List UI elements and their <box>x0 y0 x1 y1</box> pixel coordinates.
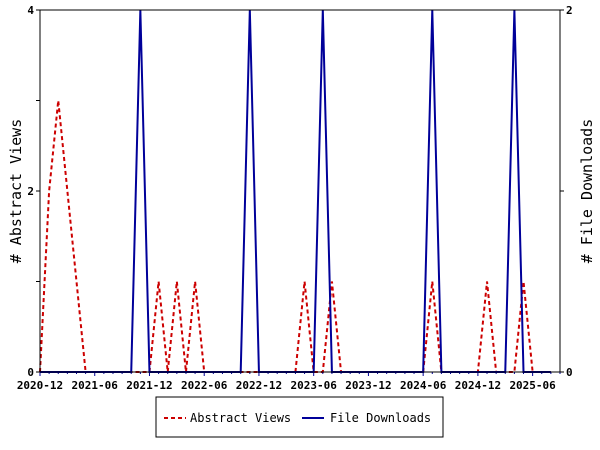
plot-series <box>39 9 551 373</box>
y-right-tick-label: 2 <box>566 4 573 17</box>
x-tick-label: 2021-06 <box>72 379 119 392</box>
legend-label-abstract-views: Abstract Views <box>190 411 291 425</box>
tick-labels: 2020-12 2021-06 2021-12 2022-06 2022-12 2023-… <box>17 4 573 392</box>
legend: Abstract Views File Downloads <box>155 396 444 438</box>
y-axis-left-title: # Abstract Views <box>7 119 25 264</box>
x-tick-label: 2022-06 <box>181 379 228 392</box>
x-tick-label: 2024-06 <box>400 379 447 392</box>
series-line-abstract-views <box>39 100 551 373</box>
y-left-tick-label: 4 <box>27 4 34 17</box>
y-right-tick-label: 0 <box>566 366 573 379</box>
y-left-tick-label: 0 <box>27 366 34 379</box>
x-tick-label: 2022-12 <box>236 379 282 392</box>
y-left-tick-label: 2 <box>27 185 34 198</box>
x-tick-label: 2020-12 <box>17 379 63 392</box>
x-tick-label: 2023-12 <box>345 379 391 392</box>
x-tick-label: 2024-12 <box>455 379 501 392</box>
x-tick-label: 2023-06 <box>291 379 338 392</box>
x-tick-label: 2021-12 <box>126 379 172 392</box>
legend-box <box>155 396 444 438</box>
legend-label-file-downloads: File Downloads <box>330 411 431 425</box>
y-axis-right-title: # File Downloads <box>578 119 596 264</box>
series-line-file-downloads <box>40 9 551 373</box>
x-tick-label: 2025-06 <box>509 379 556 392</box>
plot-frame <box>39 9 561 373</box>
